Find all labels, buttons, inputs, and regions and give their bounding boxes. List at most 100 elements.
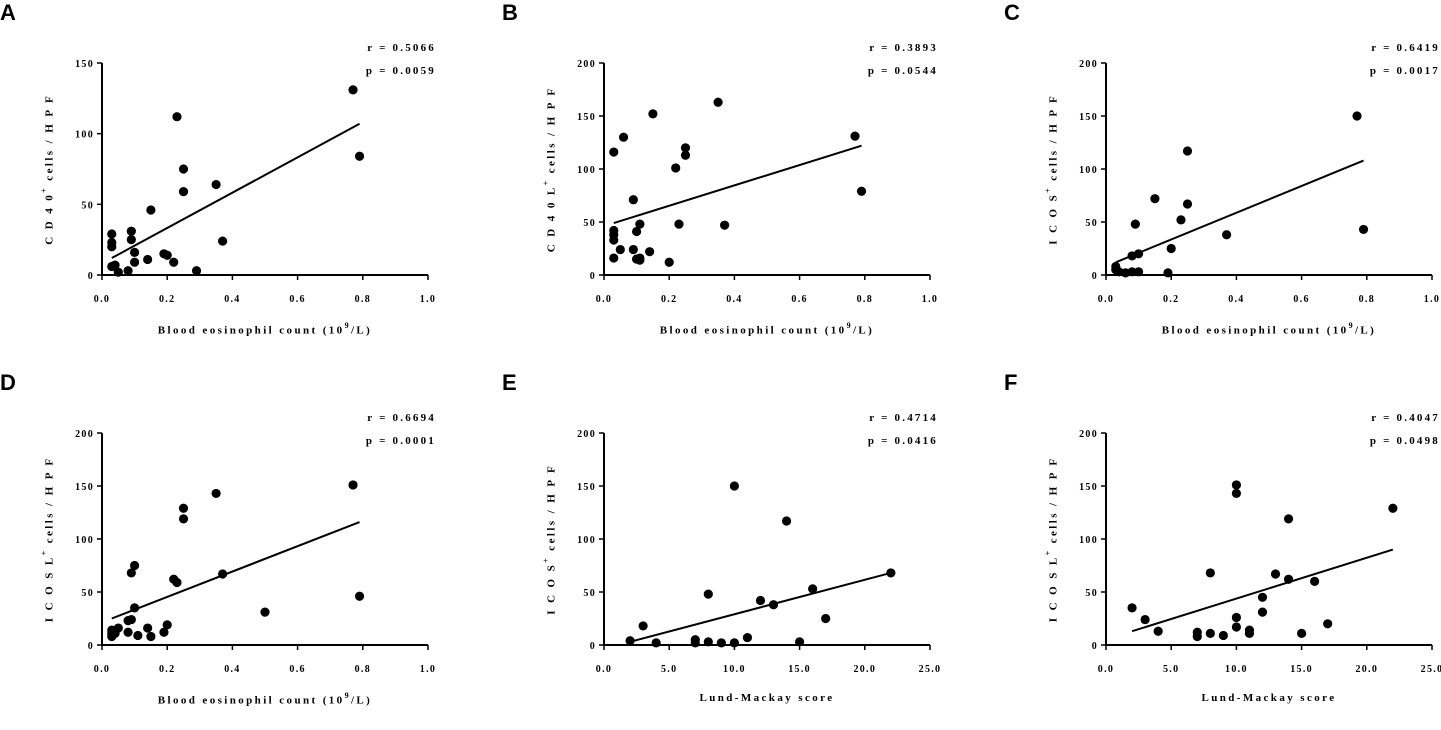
y-tick-label: 200 — [1079, 59, 1098, 70]
x-tick-label: 0.0 — [596, 664, 612, 675]
data-point — [625, 636, 635, 646]
regression-line — [1115, 159, 1364, 264]
regression-line — [111, 521, 360, 620]
data-point — [632, 226, 642, 237]
data-point — [671, 163, 681, 173]
x-tick-label: 10.0 — [1225, 664, 1248, 675]
data-point — [651, 638, 661, 648]
y-axis-title-marker: I C O S — [1047, 192, 1060, 245]
y-axis-title: I C O S L+ cells / H P F — [40, 429, 56, 649]
y-tick-label: 0 — [88, 641, 94, 652]
y-tick-label: 50 — [583, 218, 596, 229]
data-point — [1205, 628, 1215, 638]
x-axis-title-unit: /L) — [852, 324, 875, 337]
x-tick-label: 0.4 — [1228, 294, 1244, 305]
p-value: p = 0.0498 — [1369, 435, 1440, 447]
panel-c: C 0.0 0.2 0.4 0.6 0.8 1.0 0 50 100 150 200 r = 0.641… — [1004, 0, 1441, 360]
data-point — [1244, 628, 1255, 638]
data-point — [169, 257, 179, 267]
data-point — [618, 132, 629, 142]
x-tick-label: 0.6 — [289, 664, 305, 675]
y-tick-label: 150 — [1079, 112, 1098, 123]
panel-letter: F — [1004, 370, 1018, 395]
data-point — [1222, 230, 1232, 240]
data-point — [609, 147, 619, 157]
data-point — [1310, 576, 1320, 586]
x-axis-title-text: Blood eosinophil count (10 — [659, 324, 847, 337]
y-axis-title-marker: I C O S — [545, 562, 558, 615]
data-point — [126, 226, 136, 236]
y-tick-label: 200 — [1079, 429, 1098, 440]
y-axis-title-sup: + — [1043, 185, 1053, 193]
data-point — [808, 584, 818, 594]
panel-d: D 0.0 0.2 0.4 0.6 0.8 1.0 0 50 100 150 200 r = 0.669… — [0, 370, 470, 730]
data-point — [729, 638, 739, 648]
data-point — [1182, 146, 1193, 156]
x-axis-title: Lund-Mackay score — [604, 692, 930, 704]
data-point — [713, 97, 723, 107]
data-point — [1127, 603, 1137, 613]
y-tick-label: 150 — [1079, 482, 1098, 493]
data-point — [638, 621, 648, 631]
data-point — [674, 219, 684, 229]
y-tick-label: 200 — [577, 429, 596, 440]
x-tick-label: 0.6 — [289, 294, 305, 305]
y-axis-title: C D 4 0+ cells / H P F — [40, 59, 56, 279]
x-axis-title-text: Blood eosinophil count (10 — [157, 324, 345, 337]
y-tick-label: 50 — [1085, 218, 1098, 229]
data-point — [218, 236, 228, 246]
data-point — [648, 109, 658, 119]
p-value: p = 0.0416 — [867, 435, 938, 447]
y-axis-title: I C O S+ cells / H P F — [1043, 59, 1060, 279]
data-point — [1166, 243, 1176, 254]
y-tick-label: 50 — [81, 200, 94, 211]
panel-letter: A — [0, 0, 16, 25]
x-axis-title: Lund-Mackay score — [1106, 692, 1432, 704]
scatter-plot: 0.0 5.0 10.0 15.0 20.0 25.0 0 50 100 150 200 — [577, 429, 940, 675]
x-tick-label: 10.0 — [723, 664, 746, 675]
x-tick-label: 1.0 — [922, 294, 938, 305]
x-tick-label: 15.0 — [1290, 664, 1313, 675]
panel-letter: C — [1004, 0, 1020, 25]
data-point — [162, 250, 172, 260]
data-point — [260, 607, 270, 617]
x-axis-title-sup: 9 — [846, 321, 853, 330]
panel-f: F 0.0 5.0 10.0 15.0 20.0 25.0 0 50 100 150 200 r = 0… — [1004, 370, 1441, 730]
data-point — [162, 620, 172, 630]
data-point — [729, 481, 739, 491]
data-point — [218, 569, 228, 579]
x-tick-label: 0.2 — [1163, 294, 1179, 305]
data-point — [886, 568, 896, 578]
x-tick-label: 0.8 — [1359, 294, 1375, 305]
data-point — [1218, 630, 1228, 641]
data-point — [113, 267, 123, 277]
y-axis-title: C D 4 0 L+ cells / H P F — [542, 59, 558, 279]
data-point — [130, 247, 140, 257]
x-tick-label: 0.2 — [159, 294, 175, 305]
p-value: p = 0.0059 — [365, 65, 436, 77]
data-point — [113, 623, 123, 633]
data-point — [628, 195, 638, 205]
x-tick-label: 1.0 — [1424, 294, 1440, 305]
x-tick-label: 0.8 — [857, 294, 873, 305]
panel-letter: D — [0, 370, 16, 395]
x-axis-title-sup: 9 — [344, 691, 351, 700]
y-tick-label: 200 — [577, 59, 596, 70]
correlation-r: r = 0.3893 — [869, 42, 938, 54]
y-axis-title-unit: cells / H P F — [1047, 93, 1060, 186]
data-point — [856, 186, 867, 196]
x-axis-title-unit: /L) — [350, 694, 373, 707]
x-tick-label: 20.0 — [853, 664, 876, 675]
data-point — [133, 630, 143, 641]
data-point — [703, 637, 713, 647]
y-tick-label: 0 — [1092, 641, 1098, 652]
data-point — [690, 638, 700, 648]
x-tick-label: 0.4 — [224, 294, 240, 305]
data-point — [1153, 626, 1163, 636]
x-tick-label: 0.0 — [1098, 294, 1114, 305]
y-axis-title-unit: cells / H P F — [1047, 456, 1060, 549]
data-point — [1134, 249, 1144, 259]
data-point — [1283, 514, 1294, 524]
data-point — [755, 595, 766, 606]
x-tick-label: 5.0 — [1163, 664, 1179, 675]
